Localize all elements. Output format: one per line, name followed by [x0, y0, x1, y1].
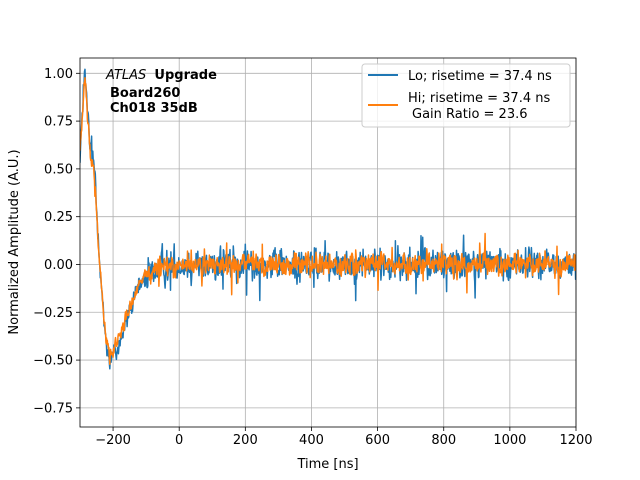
x-tick-label: 200 — [233, 433, 258, 448]
y-tick-label: 0.00 — [44, 258, 73, 273]
x-tick-label: 1000 — [493, 433, 526, 448]
y-tick-label: 0.25 — [44, 210, 73, 225]
x-axis-label: Time [ns] — [296, 457, 358, 472]
legend-box — [361, 63, 571, 128]
svg-text:ATLAS Upgrade: ATLAS Upgrade — [105, 68, 217, 83]
x-tick-label: 1200 — [559, 433, 592, 448]
x-tick-label: 400 — [299, 433, 324, 448]
x-tick-label: −200 — [95, 433, 131, 448]
legend-label-lo: Lo; risetime = 37.4 ns — [408, 69, 552, 84]
upgrade-label: Upgrade — [154, 68, 217, 83]
x-tick-label: 800 — [431, 433, 456, 448]
plot-lines — [80, 68, 576, 370]
x-tick-label: 600 — [365, 433, 390, 448]
channel-label: Ch018 35dB — [110, 101, 198, 116]
y-axis-label: Normalized Amplitude (A.U.) — [7, 149, 22, 334]
y-tick-label: −0.25 — [33, 306, 73, 321]
x-axis-ticks: −200 0 200 400 600 800 1000 1200 — [95, 427, 593, 448]
y-tick-label: −0.50 — [33, 354, 73, 369]
series-hi-line — [80, 77, 576, 365]
axes-frame — [79, 57, 577, 428]
y-tick-label: 0.75 — [44, 115, 73, 130]
atlas-annotation: ATLAS Upgrade Board260 Ch018 35dB — [105, 68, 217, 116]
board-label: Board260 — [110, 86, 180, 101]
y-tick-label: 1.00 — [44, 67, 73, 82]
y-tick-label: 0.50 — [44, 162, 73, 177]
y-tick-label: −0.75 — [33, 401, 73, 416]
y-axis-ticks: −0.75 −0.50 −0.25 0.00 0.25 0.50 0.75 1.00 — [33, 67, 80, 416]
legend: Lo; risetime = 37.4 ns Hi; risetime = 37… — [361, 63, 571, 128]
legend-label-hi: Hi; risetime = 37.4 ns — [408, 91, 550, 106]
legend-label-hi-gain: Gain Ratio = 23.6 — [412, 107, 528, 122]
atlas-label: ATLAS — [105, 68, 146, 83]
x-tick-label: 0 — [175, 433, 183, 448]
